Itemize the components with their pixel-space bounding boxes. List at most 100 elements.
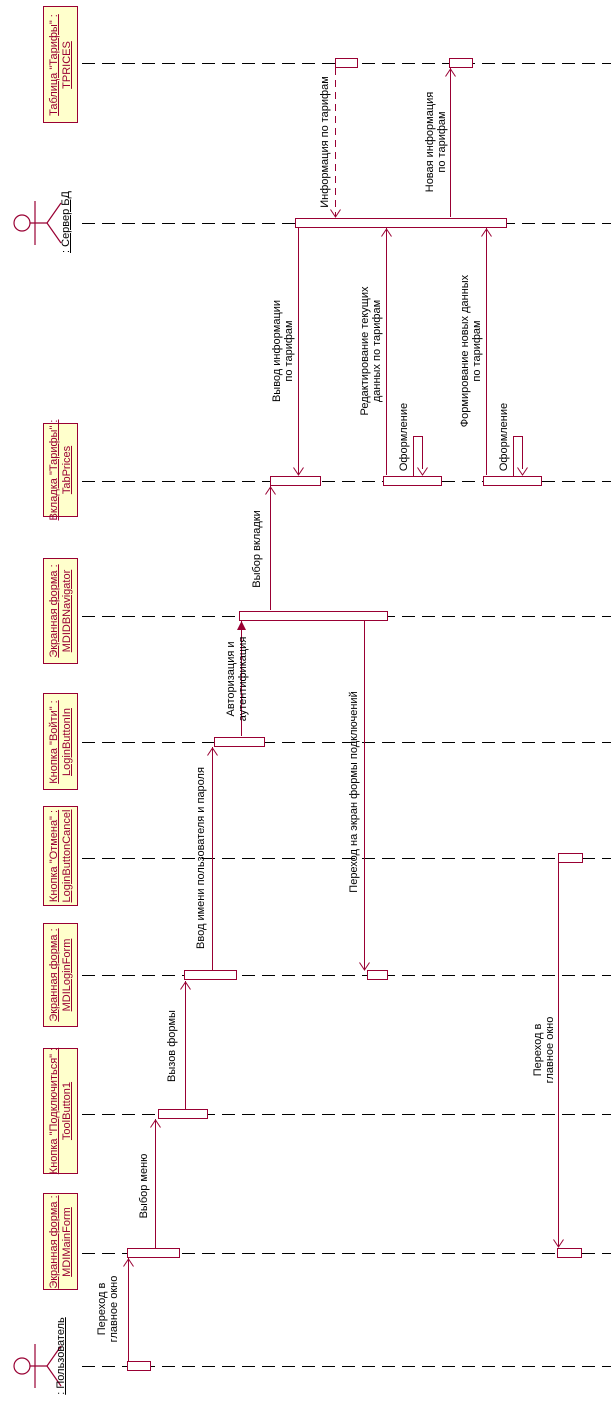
participant-box-loginbuttoncancel: Кнопка "Отмена" : LoginButtonCancel [43, 806, 78, 906]
message-line-5 [270, 486, 271, 610]
self-message-turn-0 [413, 436, 423, 437]
participant-name: Кнопка "Отмена" : [47, 809, 60, 903]
message-label-line: Авторизация и [225, 641, 237, 717]
participant-type: LoginButtonIn [60, 707, 73, 776]
participant-box-tprices: Таблица "Тарифы" : TPRICES [43, 6, 78, 123]
participant-label: Кнопка "Подключиться" : ToolButton1 [48, 1048, 74, 1174]
message-label-line: Переход в [532, 1023, 544, 1077]
open-arrowhead-up [122, 1258, 135, 1267]
message-label-line: Выбор меню [138, 1153, 150, 1219]
activation-loginbuttoncancel [558, 853, 583, 863]
message-label-10: Формирование новых данных по тарифам [459, 275, 483, 427]
participant-box-tabprices: Вкладка "Тарифы" : TabPrices [43, 420, 78, 520]
message-label-self-0: Оформление [398, 403, 410, 471]
participant-label: Кнопка "Отмена" : LoginButtonCancel [48, 810, 74, 903]
activation-mdiloginform [184, 970, 237, 980]
message-line-3 [212, 747, 213, 970]
message-line-2 [185, 981, 186, 1109]
message-line-10 [486, 228, 487, 475]
participant-type: TPRICES [60, 40, 73, 89]
activation-tprices [335, 58, 358, 68]
self-message-out-1 [513, 436, 514, 476]
activation-tabprices [483, 476, 542, 486]
lifeline-mdiloginform [82, 975, 611, 976]
actor-label-db-server: : Сервер БД [60, 191, 72, 253]
filled-arrowhead-up [235, 621, 248, 630]
message-label-8: Редактирование текущих данных по тарифам [359, 286, 383, 415]
open-arrowhead-up [206, 747, 219, 756]
self-message-turn-1 [513, 436, 523, 437]
open-arrowhead-down [292, 467, 305, 476]
message-label-line: по тарифам [283, 320, 295, 382]
self-message-out-0 [413, 436, 414, 476]
participant-type: ToolButton1 [60, 1081, 73, 1141]
message-label-9: Новая информация по тарифам [424, 92, 448, 193]
message-label-line: главное окно [544, 1016, 556, 1084]
participant-box-toolbutton1: Кнопка "Подключиться" : ToolButton1 [43, 1048, 78, 1174]
participant-name: Экранная форма : [47, 1194, 60, 1289]
lifeline-loginbuttoncancel [82, 858, 611, 859]
participant-label: Экранная форма : MDIMainForm [48, 1195, 74, 1288]
message-label-line: данных по тарифам [371, 299, 383, 403]
message-line-1 [155, 1119, 156, 1248]
participant-box-loginbuttonin: Кнопка "Войти" : LoginButtonIn [43, 693, 78, 790]
participant-name: Экранная форма : [47, 928, 60, 1022]
message-label-5: Выбор вкладки [251, 510, 263, 588]
activation-db-server [295, 218, 507, 228]
open-arrowhead-up [179, 981, 192, 990]
open-arrowhead-up [149, 1119, 162, 1128]
lifeline-tabprices [82, 481, 611, 482]
lifeline-user [82, 1366, 611, 1367]
actor-icon-db-server [12, 198, 64, 248]
activation-mdimainform [127, 1248, 180, 1258]
message-line-8 [386, 228, 387, 475]
activation-mdidbnavigator [239, 611, 388, 621]
open-arrowhead-down [416, 467, 429, 476]
participant-name: Вкладка "Тарифы" : [47, 419, 60, 521]
lifeline-loginbuttonin [82, 742, 611, 743]
message-label-2: Вызов формы [166, 1010, 178, 1082]
open-arrowhead-up [480, 228, 493, 237]
participant-label: Экранная форма : MDILoginForm [48, 928, 74, 1021]
open-arrowhead-down [358, 962, 371, 971]
participant-name: Кнопка "Подключиться" : [47, 1047, 60, 1175]
participant-name: Кнопка "Войти" : [47, 699, 60, 784]
message-label-line: Оформление [398, 402, 410, 472]
activation-user [127, 1361, 151, 1371]
open-arrowhead-up [380, 228, 393, 237]
message-line-11 [364, 621, 365, 970]
message-label-line: Выбор вкладки [251, 510, 263, 588]
activation-tabprices [270, 476, 321, 486]
message-label-line: аутентификация [237, 636, 249, 722]
activation-loginbuttonin [214, 737, 265, 747]
participant-box-mdiloginform: Экранная форма : MDILoginForm [43, 923, 78, 1027]
lifeline-mdimainform [82, 1253, 611, 1254]
message-label-line: Переход в [96, 1282, 108, 1336]
message-label-line: Формирование новых данных [459, 274, 471, 428]
message-label-4: Авторизация и аутентификация [225, 637, 249, 722]
message-label-6: Информация по тарифам [319, 76, 331, 208]
message-label-0: Переход в главное окно [96, 1276, 120, 1343]
participant-type: MDIDBNavigator [60, 569, 73, 653]
message-line-12 [558, 863, 559, 1247]
message-label-line: Оформление [498, 402, 510, 472]
message-label-self-1: Оформление [498, 403, 510, 471]
message-label-1: Выбор меню [138, 1154, 150, 1219]
message-label-line: Вывод информации [271, 299, 283, 403]
open-arrowhead-up [264, 486, 277, 495]
participant-type: MDIMainForm [60, 1206, 73, 1277]
participant-type: TabPrices [60, 445, 73, 495]
actor-icon-user [12, 1341, 64, 1391]
open-arrowhead-up [444, 68, 457, 77]
actor-label-user: : Пользователь [55, 1317, 67, 1395]
message-label-line: по тарифам [436, 111, 448, 173]
participant-box-mdimainform: Экранная форма : MDIMainForm [43, 1193, 78, 1290]
open-arrowhead-down [516, 467, 529, 476]
lifeline-toolbutton1 [82, 1114, 611, 1115]
message-label-12: Переход в главное окно [532, 1017, 556, 1084]
participant-box-mdidbnavigator: Экранная форма : MDIDBNavigator [43, 558, 78, 664]
message-label-line: Вызов формы [166, 1010, 178, 1082]
message-line-4 [241, 621, 242, 736]
message-label-line: главное окно [108, 1275, 120, 1343]
activation-tprices [449, 58, 473, 68]
